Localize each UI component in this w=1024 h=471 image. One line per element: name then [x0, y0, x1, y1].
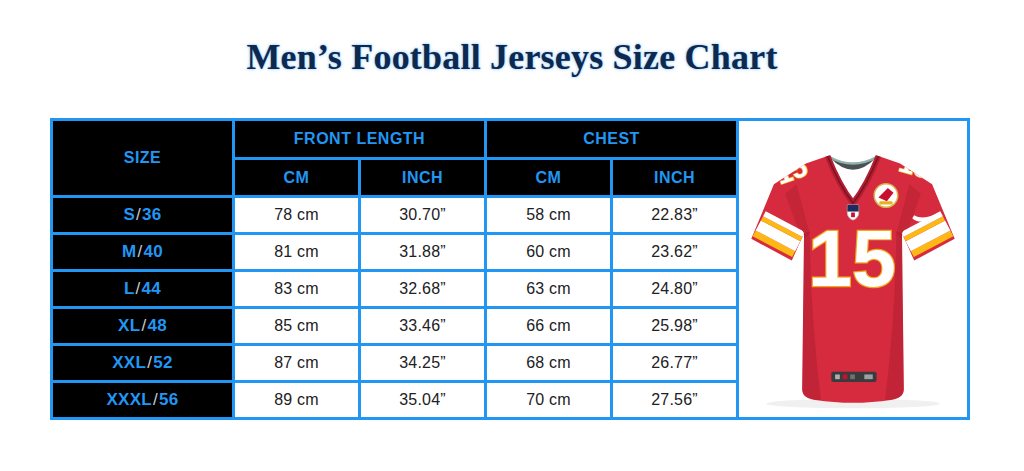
- jersey-image-panel: 15 15 15: [739, 118, 970, 420]
- jock-tag: [831, 372, 876, 382]
- chest-cm-cell: 60 cm: [486, 234, 612, 271]
- size-label: XXL: [112, 353, 146, 372]
- front-inch-cell: 31.88”: [360, 234, 486, 271]
- front-inch-header: INCH: [360, 159, 486, 197]
- size-cell: L/44: [52, 271, 234, 308]
- table-header-row-groups: SIZE FRONT LENGTH CHEST: [52, 120, 738, 159]
- size-cell: XXL/52: [52, 345, 234, 382]
- chest-inch-cell: 22.83”: [612, 197, 738, 234]
- front-inch-cell: 33.46”: [360, 308, 486, 345]
- size-column-header: SIZE: [52, 120, 234, 197]
- front-inch-cell: 34.25”: [360, 345, 486, 382]
- size-number: 52: [153, 353, 173, 372]
- chest-cm-header: CM: [486, 159, 612, 197]
- size-chart-container: SIZE FRONT LENGTH CHEST CM INCH CM INCH …: [50, 118, 970, 420]
- size-label: M: [122, 242, 136, 261]
- size-number: 48: [147, 316, 167, 335]
- size-cell: XL/48: [52, 308, 234, 345]
- chest-inch-header: INCH: [612, 159, 738, 197]
- size-cell: S/36: [52, 197, 234, 234]
- chest-cm-cell: 58 cm: [486, 197, 612, 234]
- chest-cm-cell: 68 cm: [486, 345, 612, 382]
- size-number: 36: [142, 205, 162, 224]
- front-cm-cell: 83 cm: [234, 271, 360, 308]
- size-cell: M/40: [52, 234, 234, 271]
- team-patch-icon: [874, 184, 898, 208]
- chest-inch-cell: 27.56”: [612, 382, 738, 419]
- front-cm-cell: 81 cm: [234, 234, 360, 271]
- table-row: XL/48 85 cm 33.46” 66 cm 25.98”: [52, 308, 738, 345]
- size-number: 44: [142, 279, 162, 298]
- size-label: S: [123, 205, 135, 224]
- size-number: 40: [143, 242, 163, 261]
- size-separator: /: [135, 279, 142, 298]
- front-cm-cell: 87 cm: [234, 345, 360, 382]
- size-chart-page: Men’s Football Jerseys Size Chart SIZE F…: [0, 0, 1024, 471]
- chest-inch-cell: 26.77”: [612, 345, 738, 382]
- front-length-group-header: FRONT LENGTH: [234, 120, 486, 159]
- front-cm-header: CM: [234, 159, 360, 197]
- page-title: Men’s Football Jerseys Size Chart: [0, 36, 1024, 78]
- chest-inch-cell: 24.80”: [612, 271, 738, 308]
- chest-cm-cell: 63 cm: [486, 271, 612, 308]
- table-row: XXL/52 87 cm 34.25” 68 cm 26.77”: [52, 345, 738, 382]
- size-label: XL: [118, 316, 140, 335]
- size-number: 56: [159, 390, 179, 409]
- chest-inch-cell: 25.98”: [612, 308, 738, 345]
- size-cell: XXXL/56: [52, 382, 234, 419]
- size-table: SIZE FRONT LENGTH CHEST CM INCH CM INCH …: [50, 118, 739, 420]
- size-separator: /: [152, 390, 159, 409]
- front-cm-cell: 85 cm: [234, 308, 360, 345]
- front-inch-cell: 35.04”: [360, 382, 486, 419]
- jersey-image: 15 15 15: [740, 122, 966, 416]
- chest-inch-cell: 23.62”: [612, 234, 738, 271]
- table-row: L/44 83 cm 32.68” 63 cm 24.80”: [52, 271, 738, 308]
- chest-group-header: CHEST: [486, 120, 738, 159]
- front-inch-cell: 30.70”: [360, 197, 486, 234]
- front-cm-cell: 89 cm: [234, 382, 360, 419]
- chest-cm-cell: 66 cm: [486, 308, 612, 345]
- size-label: L: [124, 279, 135, 298]
- table-row: M/40 81 cm 31.88” 60 cm 23.62”: [52, 234, 738, 271]
- size-label: XXXL: [106, 390, 152, 409]
- front-inch-cell: 32.68”: [360, 271, 486, 308]
- chest-number: 15: [808, 214, 896, 303]
- front-cm-cell: 78 cm: [234, 197, 360, 234]
- table-row: S/36 78 cm 30.70” 58 cm 22.83”: [52, 197, 738, 234]
- table-row: XXXL/56 89 cm 35.04” 70 cm 27.56”: [52, 382, 738, 419]
- chest-cm-cell: 70 cm: [486, 382, 612, 419]
